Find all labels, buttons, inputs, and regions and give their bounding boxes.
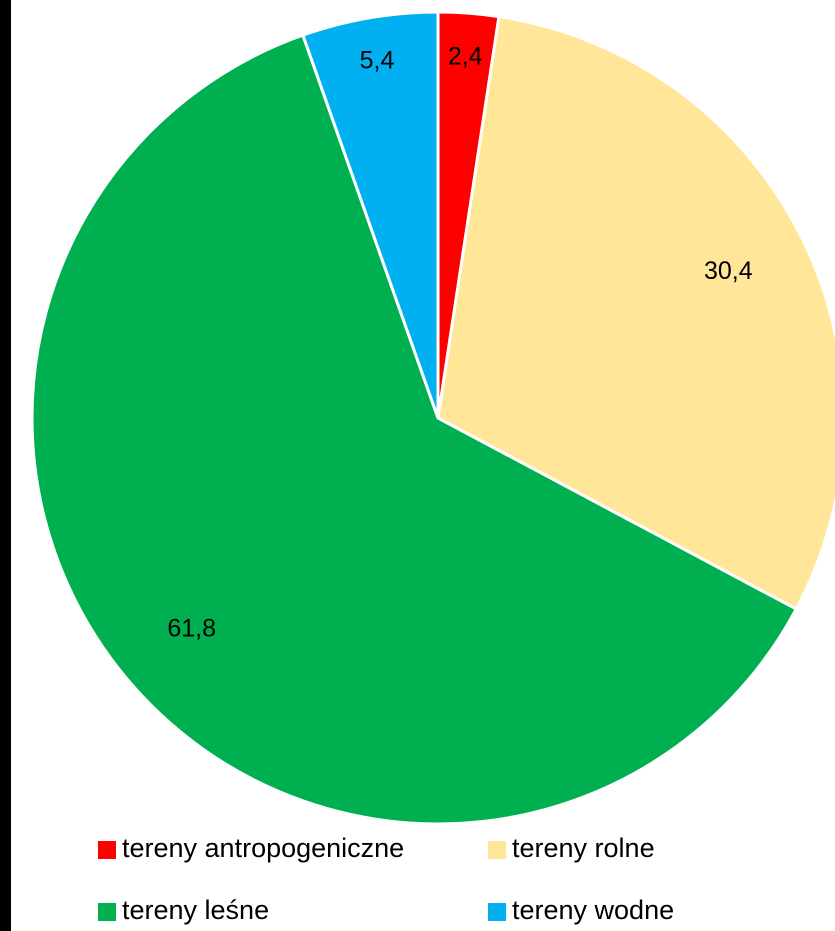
data-label: 30,4 xyxy=(704,257,753,285)
pie-slice xyxy=(301,10,440,420)
pie xyxy=(30,10,835,826)
data-label: 5,4 xyxy=(360,46,395,74)
legend-swatch xyxy=(98,841,116,859)
left-border xyxy=(0,0,11,931)
data-label: 61,8 xyxy=(167,614,216,642)
data-label: 2,4 xyxy=(448,42,483,70)
legend-swatch xyxy=(488,903,506,921)
legend-swatch xyxy=(488,841,506,859)
data-labels: 2,4 30,4 61,8 5,4 xyxy=(167,42,752,642)
legend-label: tereny rolne xyxy=(512,833,655,863)
legend-label: tereny leśne xyxy=(122,895,269,925)
legend-label: tereny wodne xyxy=(512,895,674,925)
legend: tereny antropogeniczne tereny rolne tereny… xyxy=(98,833,674,925)
pie-slice xyxy=(30,33,798,826)
legend-swatch xyxy=(98,903,116,921)
legend-label: tereny antropogeniczne xyxy=(122,833,404,863)
pie-slice xyxy=(436,15,835,611)
